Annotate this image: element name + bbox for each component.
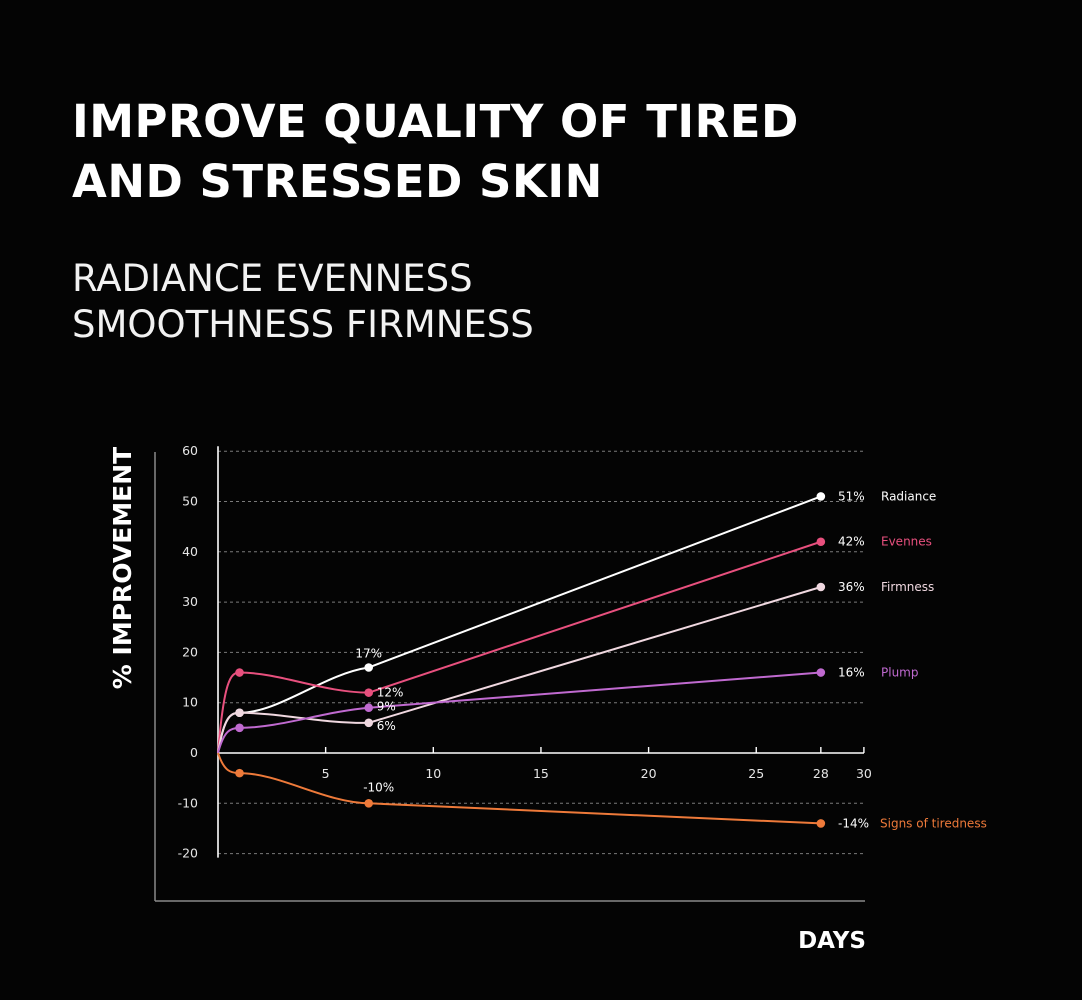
subtitle-line-1: RADIANCE EVENNESS xyxy=(72,257,473,300)
x-tick-label: 30 xyxy=(856,766,872,781)
y-tick-label: -10 xyxy=(178,795,198,810)
series-name-firmness: Firmness xyxy=(881,580,934,594)
subtitle-line-2: SMOOTHNESS FIRMNESS xyxy=(72,303,534,346)
data-point-radiance xyxy=(364,663,374,672)
data-label-radiance: 17% xyxy=(355,646,382,660)
x-tick-label: 20 xyxy=(641,766,657,781)
y-axis-label: % IMPROVEMENT xyxy=(108,447,137,689)
data-point-plump xyxy=(816,668,826,677)
data-point-firmness xyxy=(816,582,826,592)
y-tick-label: 0 xyxy=(190,745,198,760)
end-label-firmness: 36% xyxy=(838,580,865,594)
y-tick-label: 20 xyxy=(182,644,198,659)
y-tick-label: 40 xyxy=(182,544,198,559)
page-title: IMPROVE QUALITY OF TIRED AND STRESSED SK… xyxy=(72,92,799,212)
series-line-radiance xyxy=(217,495,822,754)
end-label-signs-of-tiredness: -14% xyxy=(838,816,869,830)
y-tick-label: 30 xyxy=(182,594,198,609)
axes-layer: 60 50 40 30 20 10 0 -10 -20 5 10 15 20 25 28 30 xyxy=(154,443,872,902)
end-label-evennes: 42% xyxy=(838,535,865,549)
y-tick-label: 60 xyxy=(182,443,198,458)
data-point-plump xyxy=(364,703,374,713)
data-point-evennes xyxy=(235,668,244,677)
series-name-plump: Plump xyxy=(881,666,918,680)
x-tick-label: 10 xyxy=(425,766,441,781)
data-label-firmness: 6% xyxy=(377,719,396,733)
x-tick-label: 15 xyxy=(533,766,549,781)
x-axis-label: DAYS xyxy=(798,928,866,954)
series-line-evennes xyxy=(217,540,822,754)
data-label-signs-of-tiredness: -10% xyxy=(363,780,394,794)
data-point-signs-of-tiredness xyxy=(816,819,826,828)
data-point-firmness xyxy=(235,708,244,718)
end-label-plump: 16% xyxy=(838,666,865,680)
x-tick-label: 28 xyxy=(813,766,829,781)
x-tick-label: 25 xyxy=(748,766,764,781)
data-point-signs-of-tiredness xyxy=(364,799,374,808)
end-label-radiance: 51% xyxy=(838,489,865,503)
series-layer xyxy=(217,492,826,828)
data-point-radiance xyxy=(816,492,826,501)
y-tick-label: -20 xyxy=(178,846,198,861)
series-name-evennes: Evennes xyxy=(881,535,932,549)
page-subtitle: RADIANCE EVENNESS SMOOTHNESS FIRMNESS xyxy=(72,256,534,348)
series-line-firmness xyxy=(217,586,822,754)
y-tick-label: 10 xyxy=(182,695,198,710)
series-line-plump xyxy=(217,671,821,754)
label-layer: 17% 51% Radiance 12% 42% Evennes 6% 36% Firmness… xyxy=(355,489,986,830)
x-tick-label: 5 xyxy=(322,766,330,781)
series-name-signs-of-tiredness: Signs of tiredness xyxy=(880,816,987,830)
data-label-evennes: 12% xyxy=(377,686,404,700)
y-tick-label: 50 xyxy=(182,494,198,509)
title-line-2: AND STRESSED SKIN xyxy=(72,155,603,208)
data-point-evennes xyxy=(816,537,826,547)
data-label-plump: 9% xyxy=(377,700,396,714)
data-point-evennes xyxy=(364,688,374,697)
data-point-plump xyxy=(235,723,244,733)
series-name-radiance: Radiance xyxy=(881,489,936,503)
grid-layer xyxy=(218,450,864,855)
data-point-firmness xyxy=(364,718,374,728)
series-line-signs-of-tiredness xyxy=(217,752,821,825)
data-point-signs-of-tiredness xyxy=(235,768,244,778)
title-line-1: IMPROVE QUALITY OF TIRED xyxy=(72,95,799,148)
